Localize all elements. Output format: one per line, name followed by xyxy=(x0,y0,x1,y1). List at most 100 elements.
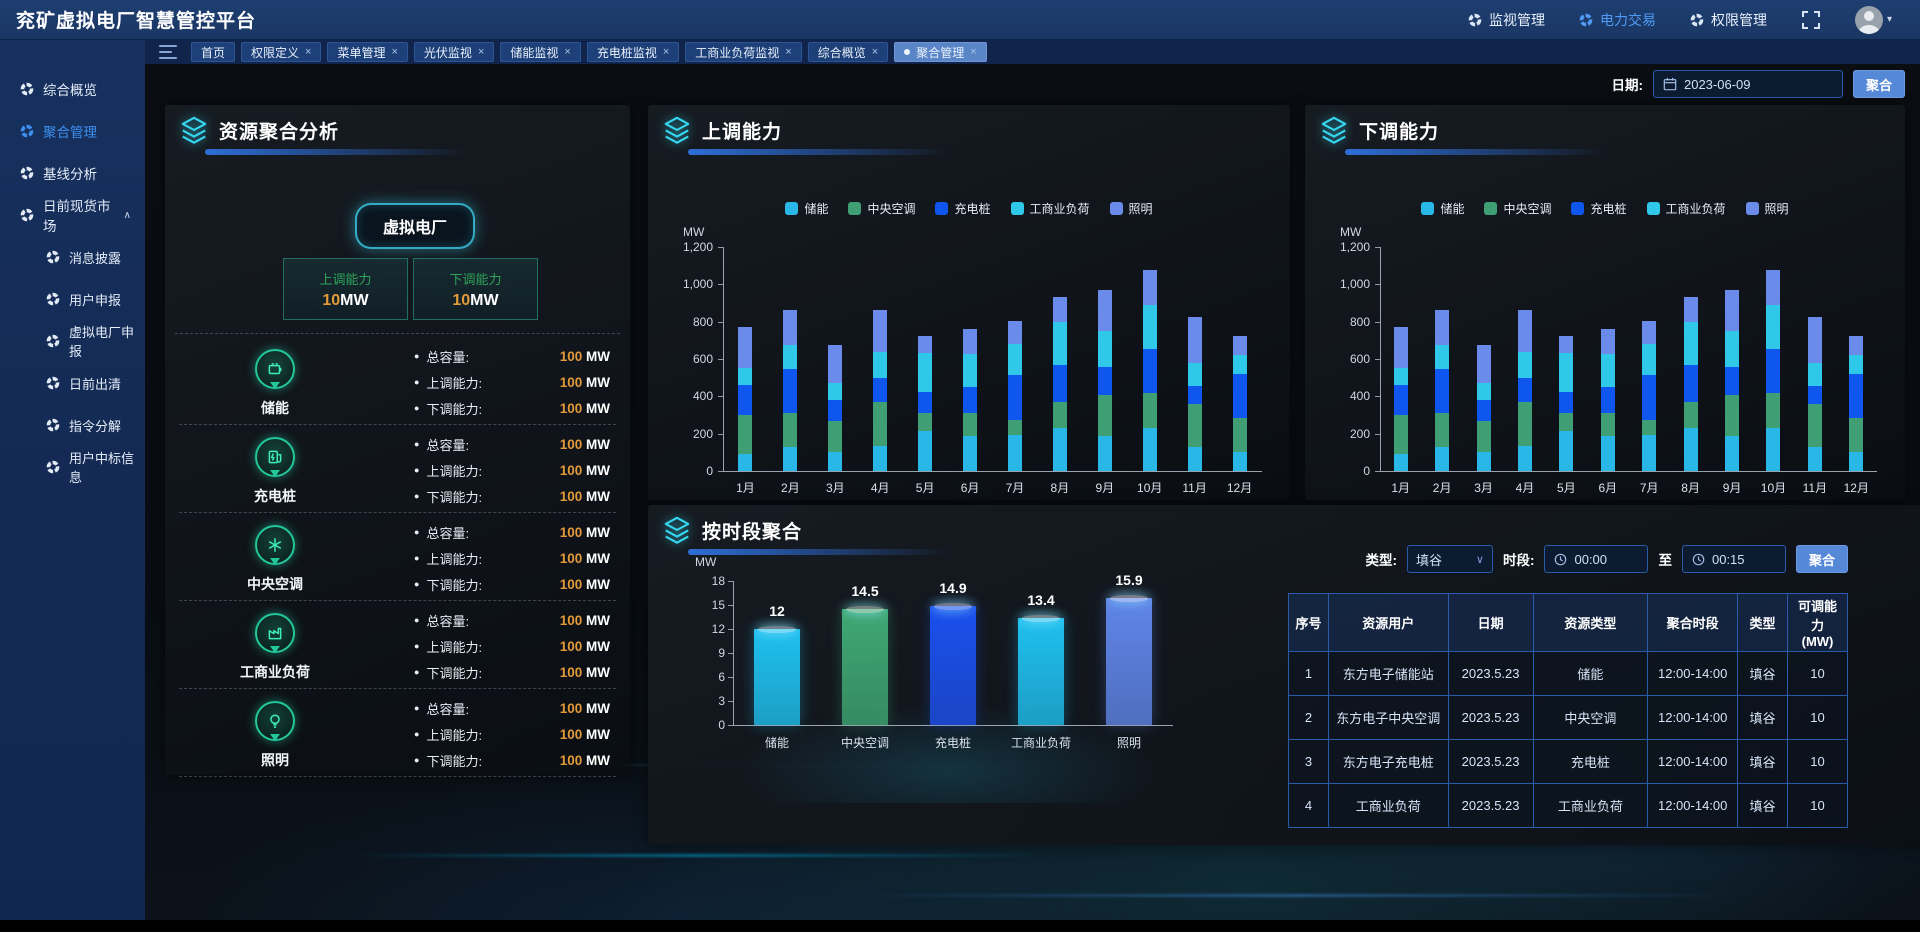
sidebar-item-综合概览[interactable]: 综合概览 xyxy=(0,68,145,110)
date-input[interactable]: 2023-06-09 xyxy=(1652,70,1843,98)
x-label-6月: 6月 xyxy=(960,481,980,495)
legend-照明[interactable]: 照明 xyxy=(1109,200,1153,217)
legend-照明[interactable]: 照明 xyxy=(1745,200,1789,217)
sidebar-item-消息披露[interactable]: 消息披露 xyxy=(0,236,145,278)
bar-5月 xyxy=(1559,336,1574,471)
calendar-icon xyxy=(1663,77,1677,91)
tab-充电桩监视[interactable]: 充电桩监视 × xyxy=(586,42,680,62)
resource-name: 照明 xyxy=(261,752,289,768)
sidebar-item-日前现货市场[interactable]: 日前现货市场 ∧ xyxy=(0,194,145,236)
legend-工商业负荷[interactable]: 工商业负荷 xyxy=(1646,200,1726,217)
period-chart-title: 按时段聚合 xyxy=(702,521,803,543)
tab-close-icon[interactable]: × xyxy=(785,46,792,58)
resource-row-充电桩: 充电桩 ● 总容量: 100 MW ● 上调能力: 100 MW ● 下调能力: 100 MW xyxy=(179,425,616,513)
tab-bar: 首页 权限定义 × 菜单管理 × 光伏监视 × 储能监视 × 充电桩监视 × 工商业负荷监视 × 综合概览… xyxy=(145,40,1920,64)
date-filter-row: 日期: 2023-06-09 聚合 xyxy=(1611,70,1905,98)
bar-1月 xyxy=(738,327,753,471)
time-from-input[interactable]: 00:00 xyxy=(1544,545,1649,573)
industry-load-icon xyxy=(255,613,295,653)
tab-工商业负荷监视[interactable]: 工商业负荷监视 × xyxy=(685,42,802,62)
bar-3月 xyxy=(828,345,843,471)
sidebar-item-日前出清[interactable]: 日前出清 xyxy=(0,362,145,404)
header-nav: 监视管理 电力交易 权限管理 ▾ xyxy=(1468,5,1920,34)
user-menu[interactable]: ▾ xyxy=(1854,5,1892,34)
table-cell: 工商业负荷 xyxy=(1532,783,1649,828)
header-nav-1[interactable]: 电力交易 xyxy=(1579,10,1656,30)
resource-row-工商业负荷: 工商业负荷 ● 总容量: 100 MW ● 上调能力: 100 MW ● 下调能力: 100 MW xyxy=(179,601,616,689)
bar-8月 xyxy=(1052,297,1067,471)
tab-close-icon[interactable]: × xyxy=(662,46,670,58)
sidebar-item-基线分析[interactable]: 基线分析 xyxy=(0,152,145,194)
sidebar-item-聚合管理[interactable]: 聚合管理 xyxy=(0,110,145,152)
x-label-12月: 12月 xyxy=(1226,481,1253,495)
period-value-中央空调: 14.5 xyxy=(851,583,879,599)
chevron-up-icon: ∧ xyxy=(123,209,131,221)
table-cell: 东方电子储能站 xyxy=(1327,651,1449,696)
legend-储能[interactable]: 储能 xyxy=(785,200,828,217)
y-axis-unit: MW xyxy=(1340,225,1362,239)
period-aggregation-panel: 按时段聚合 类型: 填谷 ∨ 时段: 00:00 至 0 xyxy=(648,505,1920,845)
header-nav-0[interactable]: 监视管理 xyxy=(1468,10,1545,30)
y-axis-unit: MW xyxy=(683,225,705,239)
table-header-5: 类型 xyxy=(1737,593,1789,652)
sidebar-item-指令分解[interactable]: 指令分解 xyxy=(0,404,145,446)
tab-综合概览[interactable]: 综合概览 × xyxy=(807,42,889,62)
tab-close-icon[interactable]: × xyxy=(564,46,571,58)
period-x-label-工商业负荷: 工商业负荷 xyxy=(1010,736,1071,750)
x-label-9月: 9月 xyxy=(1722,481,1742,495)
table-cell: 充电桩 xyxy=(1532,739,1649,784)
compass-icon xyxy=(46,460,60,474)
compass-icon xyxy=(46,418,60,432)
bar-8月 xyxy=(1683,297,1698,471)
tab-聚合管理[interactable]: 聚合管理 × xyxy=(894,42,987,62)
x-label-1月: 1月 xyxy=(1391,481,1411,495)
x-label-6月: 6月 xyxy=(1598,481,1618,495)
collapse-menu-icon[interactable] xyxy=(159,45,177,59)
bar-3月 xyxy=(1476,345,1491,471)
table-header-6: 可调能力 (MW) xyxy=(1787,593,1848,652)
tab-首页[interactable]: 首页 xyxy=(191,42,236,62)
legend-工商业负荷[interactable]: 工商业负荷 xyxy=(1010,200,1090,217)
sidebar-item-用户中标信息[interactable]: 用户中标信息 xyxy=(0,446,145,488)
down-capacity-panel: 下调能力 储能 中央空调 充电桩 工商业负荷 照明 MW 0 200 400 600 800 1,00… xyxy=(1305,105,1905,500)
type-select[interactable]: 填谷 ∨ xyxy=(1406,545,1493,573)
period-aggregate-button[interactable]: 聚合 xyxy=(1795,545,1848,573)
table-cell: 4 xyxy=(1288,783,1329,828)
fullscreen-icon[interactable] xyxy=(1801,10,1821,30)
table-cell: 2023.5.23 xyxy=(1447,739,1534,784)
date-aggregate-button[interactable]: 聚合 xyxy=(1852,70,1905,98)
bar-7月 xyxy=(1642,321,1657,471)
active-dot xyxy=(904,49,911,55)
tab-储能监视[interactable]: 储能监视 × xyxy=(500,42,581,62)
resource-row-储能: 储能 ● 总容量: 100 MW ● 上调能力: 100 MW ● 下调能力: 100 MW xyxy=(179,337,616,425)
legend-储能[interactable]: 储能 xyxy=(1421,200,1464,217)
period-bar-照明 xyxy=(1106,598,1152,725)
tab-close-icon[interactable]: × xyxy=(391,46,398,58)
x-label-7月: 7月 xyxy=(1639,481,1659,495)
legend-中央空调[interactable]: 中央空调 xyxy=(1484,200,1551,217)
main-content: 日期: 2023-06-09 聚合 资源聚合分析 xyxy=(145,64,1920,920)
legend-中央空调[interactable]: 中央空调 xyxy=(848,200,915,217)
tab-close-icon[interactable]: × xyxy=(305,46,312,58)
tab-权限定义[interactable]: 权限定义 × xyxy=(241,42,322,62)
tab-close-icon[interactable]: × xyxy=(477,46,485,58)
aggregation-table: 序号 资源用户 日期 资源类型 聚合时段 类型 可调能力 (MW) 1 东方电子储能站 2023.5… xyxy=(1288,593,1848,828)
table-header-0: 序号 xyxy=(1288,593,1329,652)
sidebar-item-用户申报[interactable]: 用户申报 xyxy=(0,278,145,320)
tab-close-icon[interactable]: × xyxy=(871,46,879,58)
bar-2月 xyxy=(1435,310,1450,471)
table-cell: 1 xyxy=(1288,651,1329,696)
tab-close-icon[interactable]: × xyxy=(970,46,977,58)
table-cell: 10 xyxy=(1787,695,1848,740)
compass-icon xyxy=(20,124,34,138)
legend-充电桩[interactable]: 充电桩 xyxy=(1571,200,1627,217)
period-bar-中央空调 xyxy=(842,609,888,725)
header-nav-2[interactable]: 权限管理 xyxy=(1690,10,1767,30)
sidebar-item-虚拟电厂申报[interactable]: 虚拟电厂申报 xyxy=(0,320,145,362)
legend-充电桩[interactable]: 充电桩 xyxy=(935,200,991,217)
clock-icon xyxy=(1555,553,1567,565)
hvac-icon xyxy=(255,525,295,565)
tab-光伏监视[interactable]: 光伏监视 × xyxy=(413,42,495,62)
time-to-input[interactable]: 00:15 xyxy=(1681,545,1786,573)
tab-菜单管理[interactable]: 菜单管理 × xyxy=(327,42,408,62)
